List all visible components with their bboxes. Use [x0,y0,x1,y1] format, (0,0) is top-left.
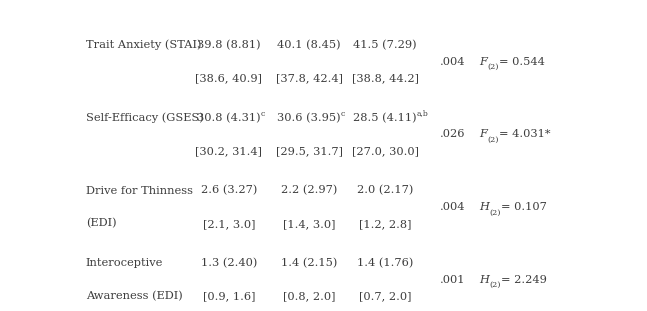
Text: c: c [261,109,265,118]
Text: [1.2, 2.8]: [1.2, 2.8] [359,219,411,229]
Text: = 2.249: = 2.249 [501,275,547,285]
Text: [27.0, 30.0]: [27.0, 30.0] [352,146,419,156]
Text: F: F [479,129,487,139]
Text: Interoceptive: Interoceptive [86,258,163,268]
Text: 30.8 (4.31): 30.8 (4.31) [197,113,261,123]
Text: H: H [479,275,489,285]
Text: [1.4, 3.0]: [1.4, 3.0] [283,219,335,229]
Text: [37.8, 42.4]: [37.8, 42.4] [276,73,342,83]
Text: 1.4 (2.15): 1.4 (2.15) [281,258,337,268]
Text: [30.2, 31.4]: [30.2, 31.4] [195,146,262,156]
Text: [2.1, 3.0]: [2.1, 3.0] [203,219,255,229]
Text: [38.6, 40.9]: [38.6, 40.9] [195,73,262,83]
Text: [0.7, 2.0]: [0.7, 2.0] [359,291,411,302]
Text: 30.6 (3.95): 30.6 (3.95) [277,113,341,123]
Text: 39.8 (8.81): 39.8 (8.81) [197,40,261,50]
Text: Awareness (EDI): Awareness (EDI) [86,291,182,302]
Text: 2.6 (3.27): 2.6 (3.27) [201,185,257,196]
Text: 41.5 (7.29): 41.5 (7.29) [353,40,417,50]
Text: .004: .004 [440,57,466,67]
Text: 40.1 (8.45): 40.1 (8.45) [277,40,341,50]
Text: [0.9, 1.6]: [0.9, 1.6] [203,291,255,302]
Text: .001: .001 [440,275,466,285]
Text: a,b: a,b [417,109,429,118]
Text: 28.5 (4.11): 28.5 (4.11) [353,113,417,123]
Text: = 0.544: = 0.544 [499,57,545,67]
Text: 2.2 (2.97): 2.2 (2.97) [281,185,337,196]
Text: (2): (2) [487,63,499,71]
Text: [0.8, 2.0]: [0.8, 2.0] [283,291,335,302]
Text: .026: .026 [440,129,466,139]
Text: (2): (2) [489,281,501,289]
Text: 1.4 (1.76): 1.4 (1.76) [357,258,413,268]
Text: (EDI): (EDI) [86,218,116,229]
Text: Drive for Thinness: Drive for Thinness [86,186,193,196]
Text: 1.3 (2.40): 1.3 (2.40) [201,258,257,268]
Text: = 4.031*: = 4.031* [499,129,551,139]
Text: 2.0 (2.17): 2.0 (2.17) [357,185,413,196]
Text: Self-Efficacy (GSES): Self-Efficacy (GSES) [86,112,204,123]
Text: H: H [479,202,489,212]
Text: F: F [479,57,487,67]
Text: (2): (2) [489,209,501,216]
Text: [29.5, 31.7]: [29.5, 31.7] [276,146,342,156]
Text: .004: .004 [440,202,466,212]
Text: (2): (2) [487,136,499,144]
Text: c: c [341,109,345,118]
Text: = 0.107: = 0.107 [501,202,547,212]
Text: Trait Anxiety (STAI): Trait Anxiety (STAI) [86,39,201,50]
Text: [38.8, 44.2]: [38.8, 44.2] [352,73,419,83]
